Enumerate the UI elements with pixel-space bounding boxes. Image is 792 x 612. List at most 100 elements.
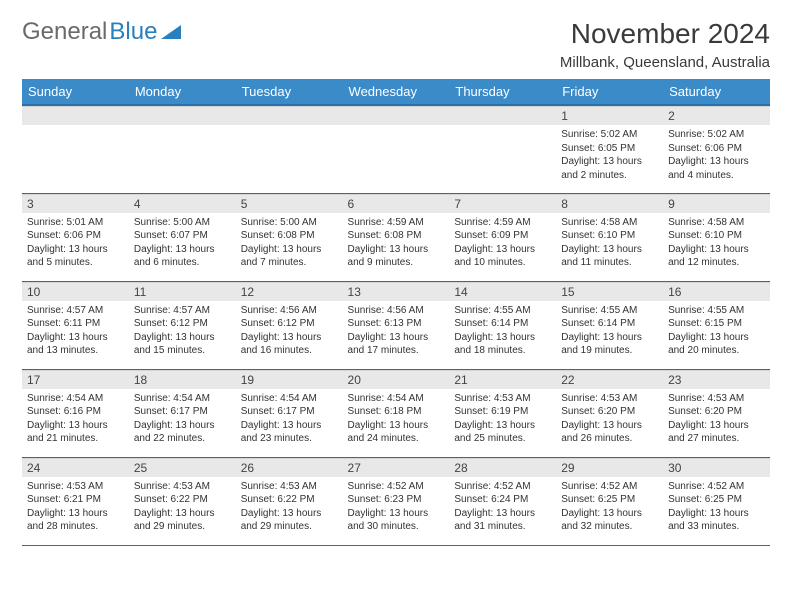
day-cell: 17Sunrise: 4:54 AMSunset: 6:16 PMDayligh… (22, 369, 129, 457)
day-cell: 28Sunrise: 4:52 AMSunset: 6:24 PMDayligh… (449, 457, 556, 545)
day-number: 9 (663, 194, 770, 213)
weekday-header: Sunday (22, 79, 129, 105)
day-content: Sunrise: 4:53 AMSunset: 6:22 PMDaylight:… (236, 477, 343, 542)
day-cell: 9Sunrise: 4:58 AMSunset: 6:10 PMDaylight… (663, 193, 770, 281)
day-cell: 1Sunrise: 5:02 AMSunset: 6:05 PMDaylight… (556, 105, 663, 193)
day-content: Sunrise: 5:00 AMSunset: 6:08 PMDaylight:… (236, 213, 343, 278)
day-number-empty (343, 106, 450, 125)
day-cell (236, 105, 343, 193)
week-row: 10Sunrise: 4:57 AMSunset: 6:11 PMDayligh… (22, 281, 770, 369)
day-content: Sunrise: 4:53 AMSunset: 6:22 PMDaylight:… (129, 477, 236, 542)
day-content-empty (22, 125, 129, 183)
day-cell: 27Sunrise: 4:52 AMSunset: 6:23 PMDayligh… (343, 457, 450, 545)
day-cell: 30Sunrise: 4:52 AMSunset: 6:25 PMDayligh… (663, 457, 770, 545)
day-content: Sunrise: 4:59 AMSunset: 6:08 PMDaylight:… (343, 213, 450, 278)
day-content: Sunrise: 4:55 AMSunset: 6:14 PMDaylight:… (449, 301, 556, 366)
day-content-empty (449, 125, 556, 183)
day-content: Sunrise: 4:58 AMSunset: 6:10 PMDaylight:… (663, 213, 770, 278)
day-number: 28 (449, 458, 556, 477)
day-content: Sunrise: 4:55 AMSunset: 6:15 PMDaylight:… (663, 301, 770, 366)
day-cell: 14Sunrise: 4:55 AMSunset: 6:14 PMDayligh… (449, 281, 556, 369)
day-content: Sunrise: 4:52 AMSunset: 6:24 PMDaylight:… (449, 477, 556, 542)
day-cell: 21Sunrise: 4:53 AMSunset: 6:19 PMDayligh… (449, 369, 556, 457)
day-number: 14 (449, 282, 556, 301)
day-content-empty (236, 125, 343, 183)
day-content: Sunrise: 4:52 AMSunset: 6:23 PMDaylight:… (343, 477, 450, 542)
day-cell: 7Sunrise: 4:59 AMSunset: 6:09 PMDaylight… (449, 193, 556, 281)
title-block: November 2024 Millbank, Queensland, Aust… (560, 18, 770, 71)
day-cell: 16Sunrise: 4:55 AMSunset: 6:15 PMDayligh… (663, 281, 770, 369)
day-content: Sunrise: 5:01 AMSunset: 6:06 PMDaylight:… (22, 213, 129, 278)
day-content: Sunrise: 4:53 AMSunset: 6:19 PMDaylight:… (449, 389, 556, 454)
day-cell: 4Sunrise: 5:00 AMSunset: 6:07 PMDaylight… (129, 193, 236, 281)
day-cell: 26Sunrise: 4:53 AMSunset: 6:22 PMDayligh… (236, 457, 343, 545)
day-content: Sunrise: 4:54 AMSunset: 6:17 PMDaylight:… (129, 389, 236, 454)
day-cell: 12Sunrise: 4:56 AMSunset: 6:12 PMDayligh… (236, 281, 343, 369)
day-number: 4 (129, 194, 236, 213)
day-cell: 20Sunrise: 4:54 AMSunset: 6:18 PMDayligh… (343, 369, 450, 457)
calendar-table: SundayMondayTuesdayWednesdayThursdayFrid… (22, 79, 770, 546)
day-content: Sunrise: 4:52 AMSunset: 6:25 PMDaylight:… (556, 477, 663, 542)
day-content: Sunrise: 4:53 AMSunset: 6:20 PMDaylight:… (663, 389, 770, 454)
day-cell (449, 105, 556, 193)
day-cell: 2Sunrise: 5:02 AMSunset: 6:06 PMDaylight… (663, 105, 770, 193)
day-content-empty (343, 125, 450, 183)
day-number-empty (236, 106, 343, 125)
day-content: Sunrise: 4:53 AMSunset: 6:20 PMDaylight:… (556, 389, 663, 454)
day-number: 10 (22, 282, 129, 301)
month-title: November 2024 (560, 18, 770, 50)
week-row: 17Sunrise: 4:54 AMSunset: 6:16 PMDayligh… (22, 369, 770, 457)
day-cell: 19Sunrise: 4:54 AMSunset: 6:17 PMDayligh… (236, 369, 343, 457)
day-content: Sunrise: 4:58 AMSunset: 6:10 PMDaylight:… (556, 213, 663, 278)
header: GeneralBlue November 2024 Millbank, Quee… (22, 18, 770, 71)
day-content: Sunrise: 5:02 AMSunset: 6:06 PMDaylight:… (663, 125, 770, 190)
day-content: Sunrise: 4:56 AMSunset: 6:13 PMDaylight:… (343, 301, 450, 366)
day-number: 5 (236, 194, 343, 213)
day-number: 16 (663, 282, 770, 301)
day-number: 26 (236, 458, 343, 477)
logo-triangle-icon (161, 18, 181, 46)
day-cell: 22Sunrise: 4:53 AMSunset: 6:20 PMDayligh… (556, 369, 663, 457)
day-number: 18 (129, 370, 236, 389)
day-content: Sunrise: 4:57 AMSunset: 6:12 PMDaylight:… (129, 301, 236, 366)
week-row: 24Sunrise: 4:53 AMSunset: 6:21 PMDayligh… (22, 457, 770, 545)
week-row: 3Sunrise: 5:01 AMSunset: 6:06 PMDaylight… (22, 193, 770, 281)
weekday-header: Monday (129, 79, 236, 105)
day-number: 6 (343, 194, 450, 213)
day-number: 29 (556, 458, 663, 477)
day-number: 22 (556, 370, 663, 389)
day-cell: 15Sunrise: 4:55 AMSunset: 6:14 PMDayligh… (556, 281, 663, 369)
location: Millbank, Queensland, Australia (560, 54, 770, 71)
day-content: Sunrise: 4:55 AMSunset: 6:14 PMDaylight:… (556, 301, 663, 366)
day-number: 21 (449, 370, 556, 389)
weekday-header: Tuesday (236, 79, 343, 105)
day-number: 8 (556, 194, 663, 213)
day-cell: 13Sunrise: 4:56 AMSunset: 6:13 PMDayligh… (343, 281, 450, 369)
day-cell: 23Sunrise: 4:53 AMSunset: 6:20 PMDayligh… (663, 369, 770, 457)
day-number: 11 (129, 282, 236, 301)
logo: GeneralBlue (22, 18, 181, 46)
day-number: 30 (663, 458, 770, 477)
day-cell (22, 105, 129, 193)
day-number-empty (129, 106, 236, 125)
day-number: 3 (22, 194, 129, 213)
day-cell: 6Sunrise: 4:59 AMSunset: 6:08 PMDaylight… (343, 193, 450, 281)
day-number: 1 (556, 106, 663, 125)
day-cell: 3Sunrise: 5:01 AMSunset: 6:06 PMDaylight… (22, 193, 129, 281)
calendar-body: 1Sunrise: 5:02 AMSunset: 6:05 PMDaylight… (22, 105, 770, 545)
day-content: Sunrise: 4:52 AMSunset: 6:25 PMDaylight:… (663, 477, 770, 542)
day-content: Sunrise: 4:56 AMSunset: 6:12 PMDaylight:… (236, 301, 343, 366)
weekday-header: Saturday (663, 79, 770, 105)
day-number: 25 (129, 458, 236, 477)
day-cell: 24Sunrise: 4:53 AMSunset: 6:21 PMDayligh… (22, 457, 129, 545)
day-number: 7 (449, 194, 556, 213)
day-content: Sunrise: 4:53 AMSunset: 6:21 PMDaylight:… (22, 477, 129, 542)
day-content-empty (129, 125, 236, 183)
weekday-header: Wednesday (343, 79, 450, 105)
weekday-header: Thursday (449, 79, 556, 105)
day-content: Sunrise: 4:54 AMSunset: 6:18 PMDaylight:… (343, 389, 450, 454)
day-cell (129, 105, 236, 193)
calendar-page: GeneralBlue November 2024 Millbank, Quee… (0, 0, 792, 564)
day-cell (343, 105, 450, 193)
day-cell: 8Sunrise: 4:58 AMSunset: 6:10 PMDaylight… (556, 193, 663, 281)
